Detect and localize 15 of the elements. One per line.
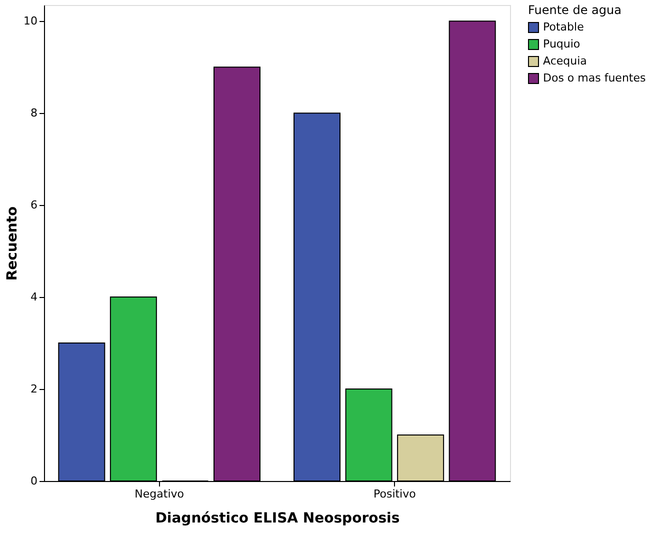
x-tick-label: Positivo	[373, 488, 416, 500]
x-axis-title: Diagnóstico ELISA Neosporosis	[155, 510, 400, 526]
legend-label: Potable	[543, 20, 584, 34]
legend-label: Dos o mas fuentes	[543, 72, 646, 84]
y-tick-label: 8	[30, 106, 38, 120]
legend-title: Fuente de agua	[528, 3, 622, 17]
y-tick-label: 10	[24, 14, 38, 28]
legend-label: Acequia	[543, 54, 587, 68]
y-tick-label: 6	[30, 198, 38, 212]
x-tick-label: Negativo	[134, 488, 184, 500]
y-tick-label: 2	[30, 382, 38, 396]
y-axis-title: Recuento	[4, 206, 21, 281]
legend-label: Puquio	[543, 38, 580, 50]
y-tick-label: 0	[30, 474, 38, 488]
y-tick-label: 4	[30, 290, 38, 304]
